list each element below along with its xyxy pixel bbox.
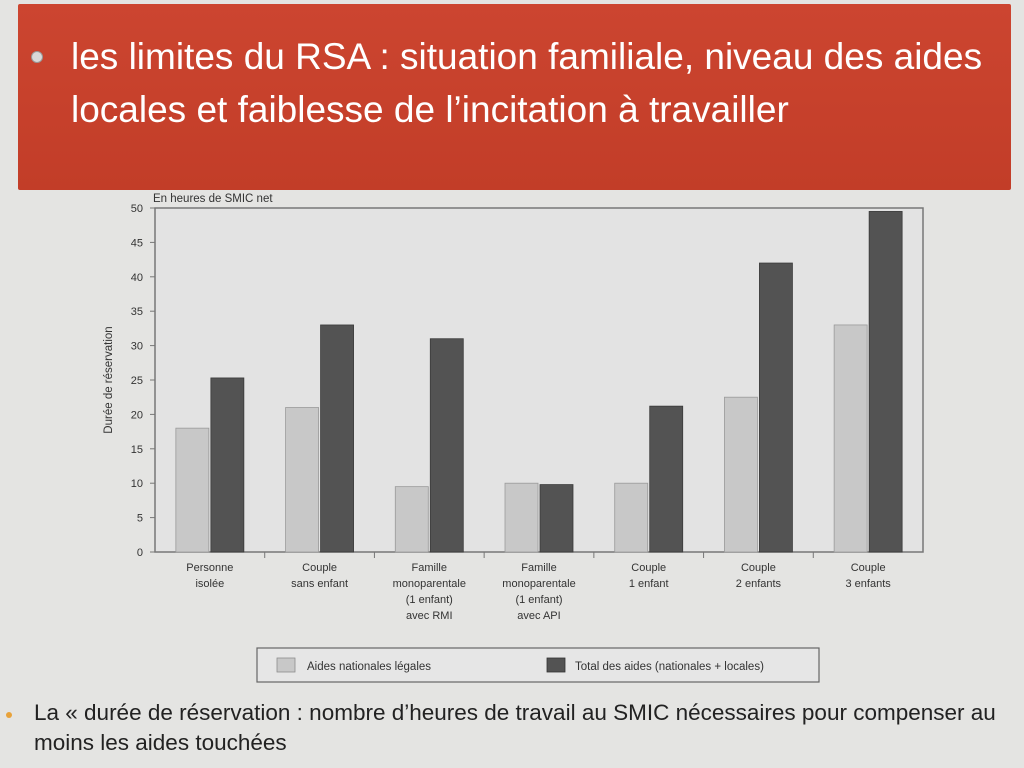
x-tick-label: Famille	[521, 562, 556, 574]
legend-swatch-total-aides	[546, 657, 566, 673]
y-tick-label: 50	[131, 203, 143, 215]
bar-aides-nationales	[285, 407, 319, 553]
x-tick-label: Couple	[302, 562, 337, 574]
chart-container: En heures de SMIC net 0 5 10 15 20 25 30 35 40 45 5…	[95, 188, 935, 688]
x-tick-label: monoparentale	[393, 578, 466, 590]
bar-aides-nationales	[614, 482, 649, 553]
x-tick-label: isolée	[195, 578, 224, 590]
legend-box	[256, 647, 820, 683]
x-tick-label: avec RMI	[406, 610, 452, 622]
body-text: La « durée de réservation : nombre d’heu…	[34, 700, 996, 755]
y-tick-label: 10	[131, 478, 143, 490]
y-tick-label: 25	[131, 375, 143, 387]
bar-aides-nationales	[724, 396, 758, 553]
x-tick-label: Couple	[741, 562, 776, 574]
bar-aides-nationales	[175, 427, 210, 553]
x-tick-label: 1 enfant	[629, 578, 669, 590]
x-tick-label: Couple	[851, 562, 886, 574]
title-bullet-icon	[31, 51, 43, 63]
x-tick-label: sans enfant	[291, 578, 348, 590]
bar-total-aides	[759, 262, 793, 553]
bar-total-aides	[210, 377, 245, 553]
legend-label-total-aides: Total des aides (nationales + locales)	[575, 661, 764, 673]
bar-aides-nationales	[833, 324, 868, 553]
x-tick-label: avec API	[517, 610, 560, 622]
x-tick-label: Famille	[412, 562, 447, 574]
unit-label: En heures de SMIC net	[153, 193, 273, 205]
y-tick-label: 20	[131, 409, 143, 421]
x-tick-label: (1 enfant)	[406, 594, 453, 606]
y-tick-label: 40	[131, 272, 143, 284]
plot-area	[154, 207, 924, 553]
y-tick-label: 0	[137, 547, 143, 559]
y-tick-label: 45	[131, 237, 143, 249]
x-tick-label: (1 enfant)	[515, 594, 562, 606]
bar-total-aides	[649, 405, 684, 553]
x-tick-label: 3 enfants	[846, 578, 892, 590]
bar-aides-nationales	[504, 482, 539, 553]
y-tick-label: 15	[131, 444, 143, 456]
slide-title: les limites du RSA : situation familiale…	[71, 36, 983, 130]
body-bullet-icon	[6, 712, 12, 718]
bar-total-aides	[868, 211, 903, 553]
bar-total-aides	[539, 484, 574, 553]
y-axis-label: Durée de réservation	[103, 326, 115, 433]
title-band	[18, 4, 1011, 190]
x-tick-label: Couple	[631, 562, 666, 574]
x-tick-label: Personne	[186, 562, 233, 574]
bar-total-aides	[429, 338, 464, 553]
legend-swatch-aides-nationales	[276, 657, 296, 673]
x-tick-label: monoparentale	[502, 578, 575, 590]
x-tick-label: 2 enfants	[736, 578, 782, 590]
bar-chart: En heures de SMIC net 0 5 10 15 20 25 30 35 40 45 5…	[103, 193, 924, 683]
y-tick-label: 35	[131, 306, 143, 318]
y-tick-label: 5	[137, 513, 143, 525]
bar-aides-nationales	[394, 486, 429, 553]
y-tick-label: 30	[131, 341, 143, 353]
legend-label-aides-nationales: Aides nationales légales	[307, 661, 431, 673]
bar-total-aides	[320, 324, 354, 553]
